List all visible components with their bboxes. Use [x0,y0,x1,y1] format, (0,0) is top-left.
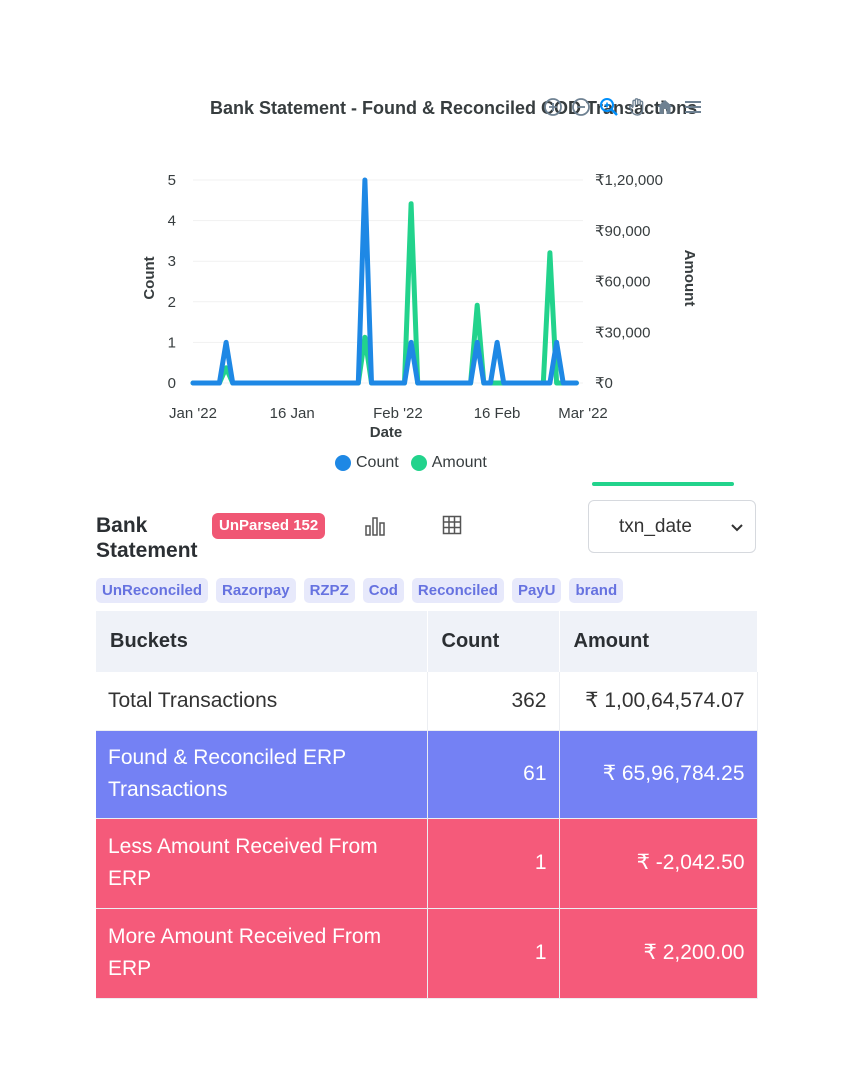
line-chart: 0 1 2 3 4 5 ₹0 ₹30,000 ₹60,000 ₹90,000 ₹1,20,000 Ja… [141,172,698,441]
tag-cod[interactable]: Cod [362,578,404,603]
chart-container: 0 1 2 3 4 5 ₹0 ₹30,000 ₹60,000 ₹90,000 ₹1,20,000 Ja… [130,90,750,490]
tag-unreconciled[interactable]: UnReconciled [96,578,209,603]
y-left-tick-label: 5 [168,172,176,189]
y-left-tick-label: 0 [168,375,176,392]
date-field-select[interactable]: txn_date [588,500,756,553]
legend-marker-count [335,455,351,471]
x-tick-label: Jan '22 [169,405,217,422]
chart-legend: Count Amount [335,454,487,472]
tag-rzpz[interactable]: RZPZ [303,578,355,603]
reset-home-icon[interactable] [654,96,676,118]
count-cell: 362 [427,672,560,731]
tag-payu[interactable]: PayU [511,578,562,603]
table-row[interactable]: Found & Reconciled ERP Transactions 61 ₹… [96,730,758,819]
buckets-table: Buckets Count Amount Total Transactions … [96,611,758,999]
x-axis-title: Date [370,424,403,441]
zoom-in-icon[interactable] [542,96,564,118]
bucket-cell: Found & Reconciled ERP Transactions [96,730,428,819]
series-line-count [190,177,579,386]
table-header-row: Buckets Count Amount [96,611,758,672]
y-right-tick-label: ₹60,000 [595,274,650,291]
selection-zoom-icon[interactable] [598,96,620,118]
y-left-tick-label: 4 [168,213,176,230]
count-cell: 1 [427,818,560,909]
y-right-tick-label: ₹90,000 [595,223,650,240]
count-cell: 1 [427,908,560,999]
table-row[interactable]: More Amount Received From ERP 1 ₹ 2,200.… [96,908,758,999]
zoom-out-icon[interactable] [570,96,592,118]
column-header-amount[interactable]: Amount [559,611,758,672]
x-tick-label: 16 Feb [474,405,521,422]
pan-hand-icon[interactable] [626,96,648,118]
scroll-indicator [592,482,734,486]
y-left-axis-title: Count [141,256,158,299]
legend-marker-amount [410,455,427,471]
y-right-tick-label: ₹0 [595,375,613,392]
y-right-tick-label: ₹30,000 [595,324,650,341]
table-row[interactable]: Total Transactions 362 ₹ 1,00,64,574.07 [96,672,758,731]
table-row[interactable]: Less Amount Received From ERP 1 ₹ -2,042… [96,818,758,909]
legend-item-count[interactable]: Count [335,454,399,472]
tag-razorpay[interactable]: Razorpay [216,578,296,603]
column-header-count[interactable]: Count [427,611,560,672]
legend-label-amount: Amount [431,454,487,471]
filter-tags: UnReconciled Razorpay RZPZ Cod Reconcile… [96,578,624,603]
menu-icon[interactable] [682,96,704,118]
amount-cell: ₹ 2,200.00 [559,908,758,999]
tag-reconciled[interactable]: Reconciled [411,578,504,603]
x-tick-label: 16 Jan [270,405,315,422]
column-header-buckets[interactable]: Buckets [96,611,428,672]
x-tick-label: Feb '22 [373,405,423,422]
legend-label-count: Count [356,454,399,471]
legend-item-amount[interactable]: Amount [410,454,487,472]
y-right-tick-label: ₹1,20,000 [595,172,663,189]
date-field-select-value: txn_date [619,515,692,537]
section-title: Bank Statement [96,514,198,562]
amount-cell: ₹ -2,042.50 [559,818,758,909]
series-line-amount [190,201,579,386]
tag-brand[interactable]: brand [569,578,624,603]
chevron-down-icon [731,523,743,531]
unparsed-badge[interactable]: UnParsed 152 [212,513,326,539]
bucket-cell: Less Amount Received From ERP [96,818,428,909]
y-left-tick-label: 3 [168,253,176,270]
amount-cell: ₹ 1,00,64,574.07 [559,672,758,731]
bucket-cell: More Amount Received From ERP [96,908,428,999]
y-left-tick-label: 2 [168,294,176,311]
y-left-tick-label: 1 [168,334,176,351]
bar-chart-icon[interactable] [364,515,386,537]
table-grid-icon[interactable] [442,515,462,535]
x-tick-label: Mar '22 [558,405,608,422]
amount-cell: ₹ 65,96,784.25 [559,730,758,819]
chart-toolbar [542,96,704,118]
y-right-axis-title: Amount [681,250,698,307]
bucket-cell: Total Transactions [96,672,428,731]
count-cell: 61 [427,730,560,819]
